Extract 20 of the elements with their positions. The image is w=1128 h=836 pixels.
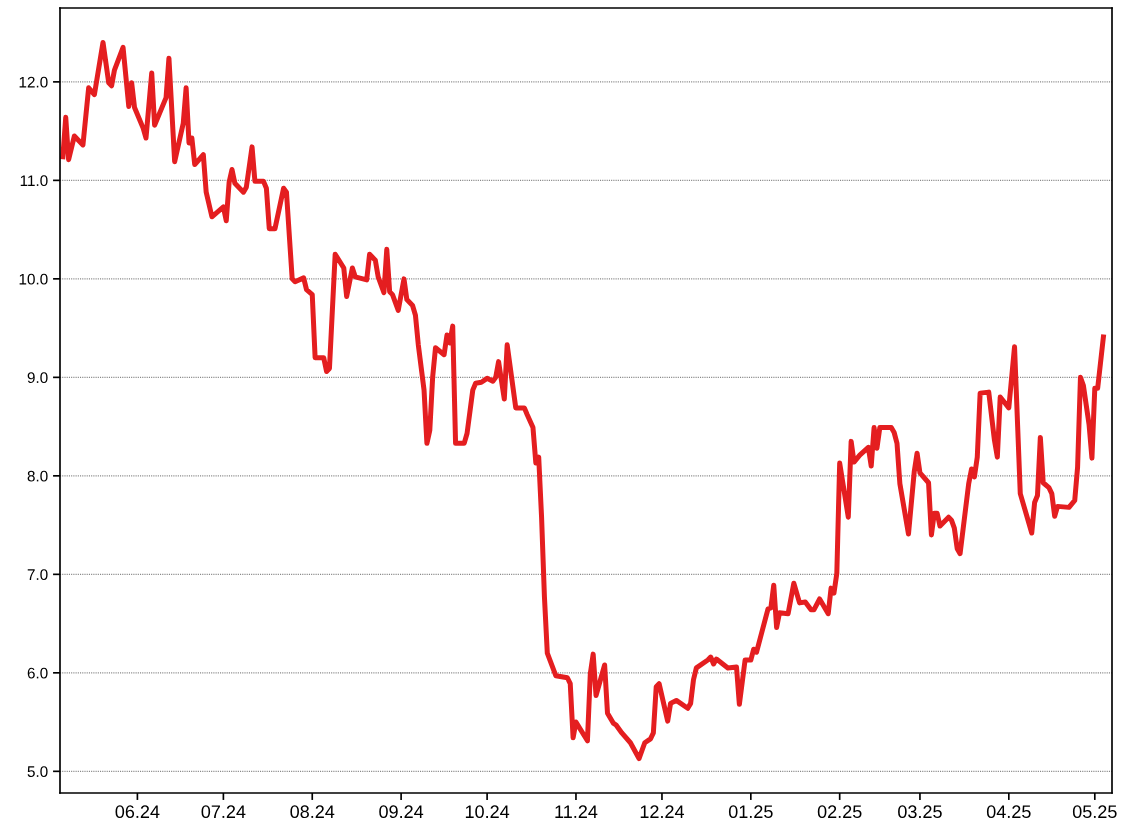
- x-tick-label: 08.24: [290, 805, 335, 819]
- y-tick-label: 10.0: [19, 273, 48, 285]
- x-tick-label: 11.24: [555, 805, 598, 818]
- x-tick-label: 10.24: [465, 805, 510, 819]
- x-tick-label: 05.25: [1072, 805, 1117, 819]
- y-tick-label: 5.0: [27, 766, 48, 778]
- x-tick-label: 02.25: [817, 805, 862, 819]
- y-tick-label: 8.0: [27, 470, 48, 482]
- x-tick-label: 07.24: [201, 805, 246, 819]
- x-tick-label: 04.25: [986, 805, 1031, 819]
- x-tick-label: 01.25: [728, 805, 773, 819]
- y-tick-label: 12.0: [19, 76, 48, 88]
- x-tick-label: 09.24: [379, 805, 424, 819]
- x-tick-label: 06.24: [115, 805, 160, 819]
- x-tick-label: 12.24: [640, 805, 685, 818]
- y-tick-label: 9.0: [27, 372, 48, 384]
- x-tick-label: 03.25: [898, 805, 942, 819]
- y-tick-label: 11.0: [20, 175, 48, 187]
- y-tick-label: 7.0: [27, 569, 48, 581]
- y-tick-label: 6.0: [27, 667, 48, 679]
